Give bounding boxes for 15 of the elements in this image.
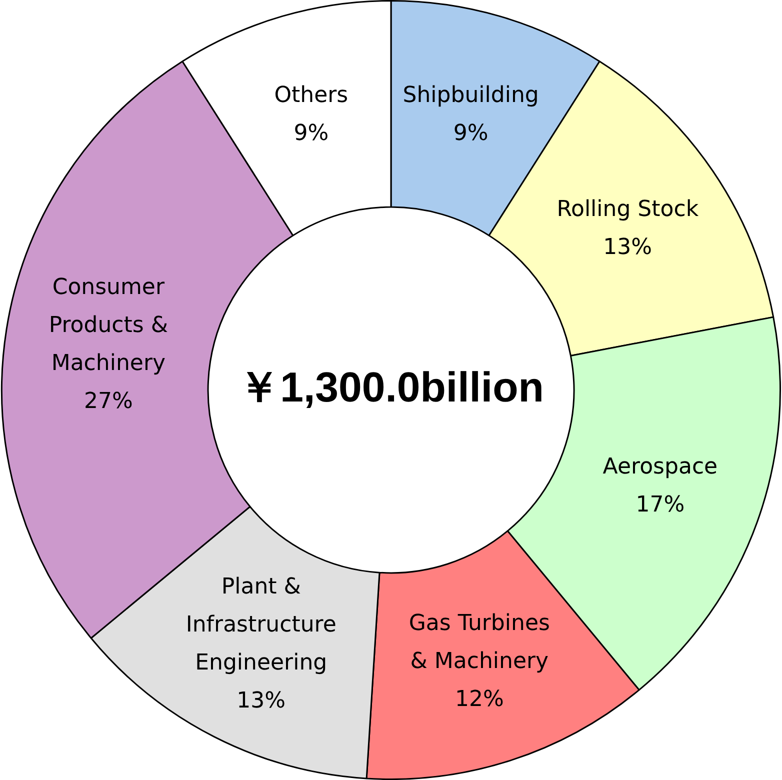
data-label: 13% [236,688,286,714]
slice-label: Others [274,82,348,108]
data-label: 27% [84,388,133,414]
slice-label: Plant & Infrastructure Engineering [186,574,336,676]
data-label: 13% [603,234,652,260]
slice-label: Consumer Products & Machinery [48,274,168,376]
slice-label: Shipbuilding [402,82,539,108]
data-label: 9% [453,120,488,146]
data-label: 12% [454,686,504,712]
slice-label: Gas Turbines & Machinery [408,610,550,674]
data-label: 9% [294,120,329,146]
data-label: 17% [636,492,685,518]
slice-label: Aerospace [602,454,718,480]
text: ￥1,300.0billion [238,364,544,411]
slice-label: Rolling Stock [556,196,699,222]
